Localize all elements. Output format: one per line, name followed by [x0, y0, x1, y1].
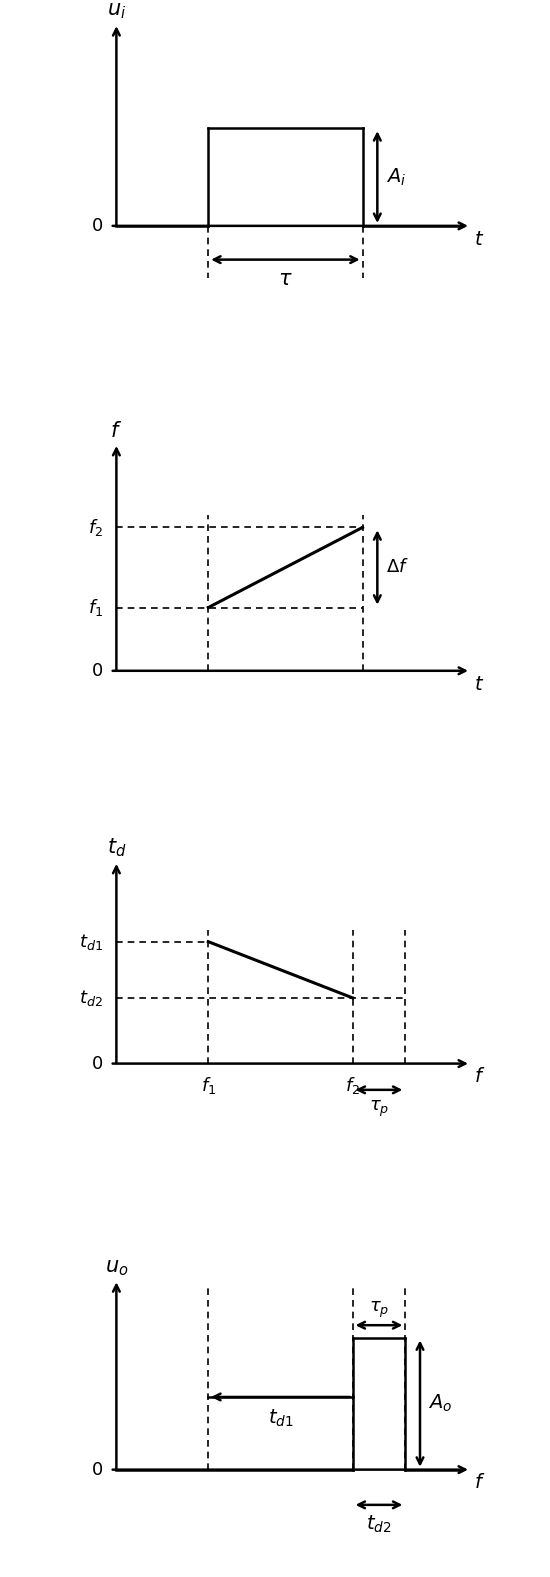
Text: $f$: $f$	[111, 421, 123, 442]
Text: $t_{d1}$: $t_{d1}$	[79, 932, 103, 951]
Text: $t_{d2}$: $t_{d2}$	[79, 987, 103, 1008]
Text: $u_o$: $u_o$	[104, 1257, 128, 1277]
Text: $t_{d1}$: $t_{d1}$	[268, 1408, 293, 1429]
Text: $A_i$: $A_i$	[386, 167, 405, 188]
Text: $A_o$: $A_o$	[428, 1392, 452, 1415]
Text: $f_2$: $f_2$	[88, 517, 103, 538]
Text: $\Delta f$: $\Delta f$	[386, 558, 409, 577]
Text: $0$: $0$	[91, 218, 103, 235]
Text: $t$: $t$	[474, 675, 485, 694]
Text: $f_1$: $f_1$	[201, 1076, 216, 1096]
Text: $\tau_p$: $\tau_p$	[369, 1299, 389, 1320]
Text: $0$: $0$	[91, 1460, 103, 1479]
Text: $f$: $f$	[474, 1068, 486, 1087]
Text: $u_i$: $u_i$	[107, 2, 126, 22]
Text: $f_2$: $f_2$	[345, 1076, 360, 1096]
Text: $0$: $0$	[91, 662, 103, 680]
Text: $f_1$: $f_1$	[88, 598, 103, 618]
Text: $t_{d2}$: $t_{d2}$	[366, 1514, 392, 1534]
Text: $\tau_p$: $\tau_p$	[369, 1099, 389, 1120]
Text: $t_d$: $t_d$	[107, 836, 126, 859]
Text: $f$: $f$	[474, 1473, 486, 1492]
Text: $0$: $0$	[91, 1055, 103, 1072]
Text: $t$: $t$	[474, 230, 485, 249]
Text: $\tau$: $\tau$	[278, 270, 293, 289]
